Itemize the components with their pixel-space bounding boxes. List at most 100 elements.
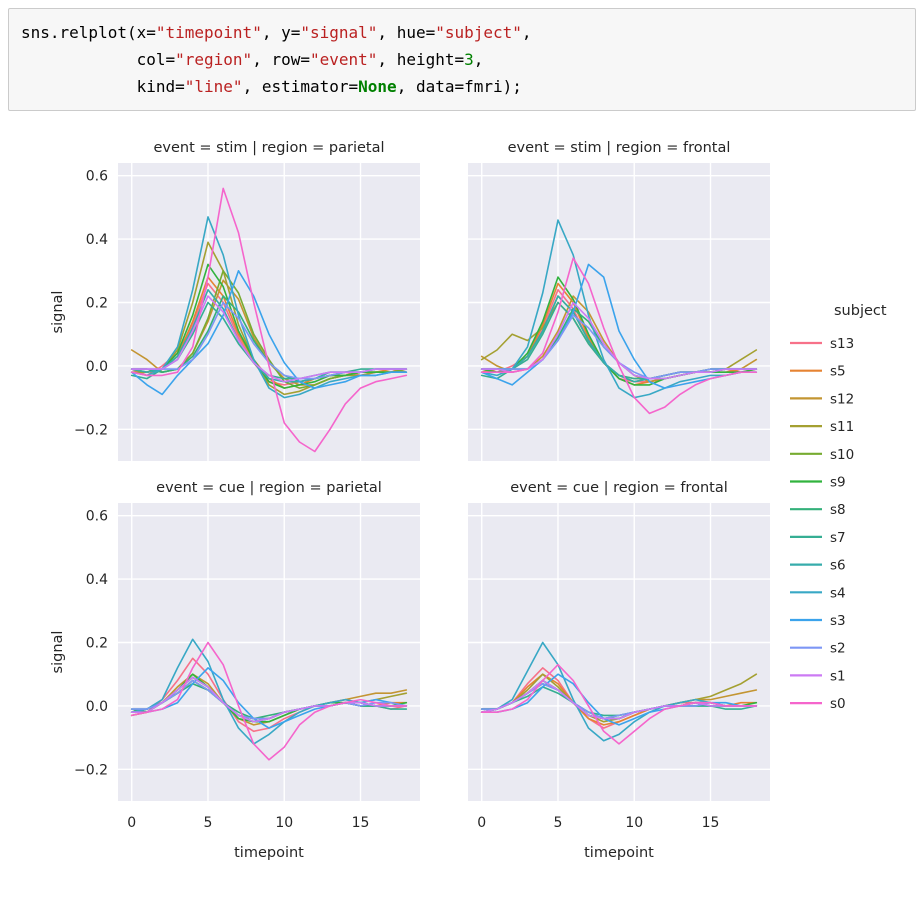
code-token: kind= — [21, 77, 185, 96]
code-token: "event" — [309, 50, 378, 69]
legend-item-s10: s10 — [790, 447, 854, 463]
facet-title: event = cue | region = parietal — [156, 480, 382, 496]
facet-stim-frontal: event = stim | region = frontal — [468, 140, 770, 461]
legend-item-s9: s9 — [790, 475, 846, 491]
legend-label: s0 — [830, 696, 846, 712]
facet-title: event = stim | region = frontal — [508, 140, 731, 156]
legend-label: s10 — [830, 447, 854, 463]
series-line-s1 — [480, 679, 758, 720]
code-token: "signal" — [300, 23, 378, 42]
series-line-s0 — [130, 187, 408, 453]
code-token: , hue= — [377, 23, 436, 42]
series-line-s3 — [130, 270, 408, 396]
legend-label: s13 — [830, 336, 854, 352]
legend-item-s6: s6 — [790, 558, 846, 574]
legend-item-s2: s2 — [790, 641, 846, 657]
legend-label: s4 — [830, 585, 846, 601]
legend-label: s7 — [830, 530, 846, 546]
facet-background — [468, 163, 770, 461]
y-tick-label: 0.4 — [86, 232, 108, 248]
code-token: "timepoint" — [155, 23, 262, 42]
x-axis-label: timepoint — [234, 845, 304, 861]
x-tick-label: 0 — [127, 815, 136, 831]
x-tick-label: 15 — [702, 815, 720, 831]
y-tick-label: 0.2 — [86, 295, 108, 311]
legend-item-s13: s13 — [790, 336, 854, 352]
code-token: , — [521, 23, 532, 42]
y-tick-label: −0.2 — [74, 762, 108, 778]
legend-label: s1 — [830, 668, 846, 684]
facet-title: event = cue | region = frontal — [510, 480, 728, 496]
code-token: , row= — [252, 50, 310, 69]
legend-label: s11 — [830, 419, 854, 435]
code-cell[interactable]: sns.relplot(x="timepoint", y="signal", h… — [8, 8, 916, 111]
legend: subject s13 s5 s12 s11 s10 s9 s8 s7 s6 s4 s3 s2 s1 s0 — [790, 303, 887, 712]
facet-background — [118, 163, 420, 461]
x-axis-label: timepoint — [584, 845, 654, 861]
series-line-s4 — [480, 219, 758, 399]
legend-item-s4: s4 — [790, 585, 846, 601]
code-token: "region" — [175, 50, 253, 69]
legend-item-s5: s5 — [790, 364, 846, 380]
code-token: , data=fmri); — [396, 77, 522, 96]
code-line: sns.relplot(x="timepoint", y="signal", h… — [21, 19, 903, 46]
legend-item-s11: s11 — [790, 419, 854, 435]
code-token: , estimator= — [242, 77, 359, 96]
legend-item-s7: s7 — [790, 530, 846, 546]
legend-label: s5 — [830, 364, 846, 380]
x-tick-label: 0 — [477, 815, 486, 831]
code-token: "subject" — [435, 23, 522, 42]
series-line-s0 — [480, 257, 758, 415]
x-tick-label: 10 — [275, 815, 293, 831]
code-token: sns.relplot(x= — [21, 23, 156, 42]
legend-label: s12 — [830, 391, 854, 407]
y-axis-label: signal — [50, 631, 66, 674]
facet-title: event = stim | region = parietal — [154, 140, 385, 156]
y-tick-label: 0.0 — [86, 359, 108, 375]
legend-item-s8: s8 — [790, 502, 846, 518]
y-axis-label: signal — [50, 291, 66, 334]
legend-label: s3 — [830, 613, 846, 629]
legend-item-s0: s0 — [790, 696, 846, 712]
x-tick-label: 5 — [554, 815, 563, 831]
code-token: 3 — [464, 50, 474, 69]
code-line: col="region", row="event", height=3, — [21, 46, 903, 73]
legend-label: s6 — [830, 558, 846, 574]
notebook-page: sns.relplot(x="timepoint", y="signal", h… — [0, 8, 924, 905]
series-line-s1 — [130, 676, 408, 723]
legend-label: s9 — [830, 475, 846, 491]
code-token: , height= — [377, 50, 465, 69]
facet-background — [468, 503, 770, 801]
facet-stim-parietal: event = stim | region = parietal 0.6 0.4 0.… — [50, 140, 420, 461]
facet-cue-parietal: event = cue | region = parietal 0.6 0.4 0.2… — [50, 480, 420, 861]
facet-background — [118, 503, 420, 801]
code-line: kind="line", estimator=None, data=fmri); — [21, 73, 903, 100]
series-line-s0 — [480, 663, 758, 745]
legend-item-s3: s3 — [790, 613, 846, 629]
legend-item-s1: s1 — [790, 668, 846, 684]
relplot-figure: event = stim | region = parietal 0.6 0.4 0.… — [50, 140, 887, 861]
series-line-s0 — [130, 641, 408, 761]
legend-label: s8 — [830, 502, 846, 518]
series-line-s1 — [130, 295, 408, 383]
x-tick-label: 15 — [352, 815, 370, 831]
y-tick-label: 0.2 — [86, 635, 108, 651]
code-token: col= — [21, 50, 176, 69]
y-tick-label: 0.4 — [86, 572, 108, 588]
y-tick-label: 0.6 — [86, 509, 108, 525]
legend-item-s12: s12 — [790, 391, 854, 407]
code-token: None — [358, 77, 397, 96]
y-tick-label: 0.0 — [86, 699, 108, 715]
x-tick-label: 10 — [625, 815, 643, 831]
facet-cue-frontal: event = cue | region = frontal 0 5 10 15 time… — [468, 480, 770, 861]
legend-title: subject — [834, 303, 887, 319]
code-token: , y= — [261, 23, 301, 42]
legend-label: s2 — [830, 641, 846, 657]
x-tick-label: 5 — [204, 815, 213, 831]
code-token: "line" — [184, 77, 243, 96]
code-token: , — [473, 50, 484, 69]
figure-output: event = stim | region = parietal 0.6 0.4 0.… — [0, 125, 924, 905]
y-tick-label: 0.6 — [86, 169, 108, 185]
y-tick-label: −0.2 — [74, 422, 108, 438]
code-editor[interactable]: sns.relplot(x="timepoint", y="signal", h… — [21, 19, 903, 100]
